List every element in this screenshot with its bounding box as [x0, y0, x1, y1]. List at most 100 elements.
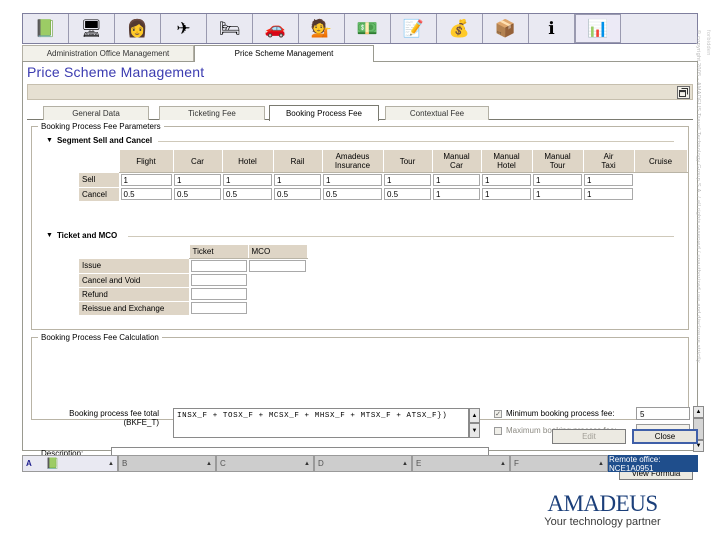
segment-fee-input[interactable]: 1 [533, 188, 582, 200]
page-title: Price Scheme Management [27, 64, 205, 80]
formula-scroll-down-button[interactable]: ▼ [469, 423, 480, 438]
segment-fee-input[interactable]: 0.5 [384, 188, 431, 200]
ticket-fee-input[interactable] [190, 288, 247, 300]
status-bar-expand-icon[interactable]: ▲ [304, 460, 310, 467]
toolbar-button-hotel-bed[interactable]: 🛏 [207, 14, 253, 43]
segment-fee-input[interactable]: 1 [120, 174, 172, 186]
ticket-cell [189, 301, 248, 315]
status-bar-expand-icon[interactable]: ▲ [402, 460, 408, 467]
segment-fee-input[interactable]: 0.5 [223, 188, 272, 200]
ticket-row-header: Reissue and Exchange [78, 300, 190, 316]
segment-fee-input[interactable]: 1 [533, 174, 582, 186]
table-row: Issue [78, 258, 307, 274]
toolbar-button-airplane[interactable]: ✈ [161, 14, 207, 43]
status-bar-cell-e[interactable]: E ▲ [412, 455, 510, 472]
status-bar-expand-icon[interactable]: ▲ [108, 460, 114, 467]
segment-col-header: Tour [382, 149, 433, 173]
fee-panel-scroll-up-button[interactable]: ▲ [693, 406, 704, 418]
ticket-cell [189, 273, 248, 287]
parameters-group-title: Booking Process Fee Parameters [38, 122, 164, 131]
segment-fee-input[interactable]: 1 [584, 188, 633, 200]
segment-cell: 1 [481, 187, 532, 201]
ticket-mco-table: Ticket MCO Issue Cancel and Void Refund Reis… [78, 244, 308, 316]
collapse-triangle-icon[interactable]: ▼ [46, 232, 53, 239]
minimum-fee-row[interactable]: ✓ Minimum booking process fee: [494, 409, 615, 418]
toolbar-button-money-bag[interactable]: 💰 [437, 14, 483, 43]
ticket-fee-input[interactable] [190, 274, 247, 286]
segment-sell-and-cancel-header[interactable]: ▼ Segment Sell and Cancel [46, 136, 152, 145]
tab-ticketing-fee[interactable]: Ticketing Fee [159, 106, 265, 120]
ticket-fee-input[interactable] [190, 260, 247, 272]
ticket-fee-input[interactable] [190, 302, 247, 314]
segment-fee-input[interactable]: 0.5 [323, 188, 382, 200]
segment-cell: 0.5 [273, 187, 322, 201]
segment-cell: 0.5 [222, 187, 273, 201]
table-row: Reissue and Exchange [78, 300, 307, 316]
toolbar-button-info[interactable]: ℹ [529, 14, 575, 43]
monitor-icon: 🖥 [80, 19, 103, 38]
toolbar-button-car[interactable]: 🚗 [253, 14, 299, 43]
segment-fee-input[interactable]: 1 [433, 188, 480, 200]
toolbar-button-monitor[interactable]: 🖥 [69, 14, 115, 43]
segment-fee-input[interactable]: 0.5 [274, 188, 321, 200]
segment-fee-input[interactable]: 1 [223, 174, 272, 186]
status-bar-cell-f[interactable]: F ▲ [510, 455, 608, 472]
tab-general-data[interactable]: General Data [43, 106, 149, 120]
toolbar-button-person[interactable]: 👩 [115, 14, 161, 43]
status-bar-expand-icon[interactable]: ▲ [206, 460, 212, 467]
main-panel: Price Scheme Management General Data Tic… [22, 61, 704, 480]
tab-contextual-fee[interactable]: Contextual Fee [385, 106, 489, 120]
segment-row-header: Sell [78, 172, 120, 188]
tab-price-scheme-management[interactable]: Price Scheme Management [194, 45, 374, 62]
segment-col-header: Manual Tour [531, 149, 584, 173]
minimum-fee-input[interactable]: 5 [636, 407, 690, 420]
restore-window-icon[interactable] [677, 86, 690, 99]
ticket-row-header: Cancel and Void [78, 272, 190, 288]
status-bar-cell-b[interactable]: B ▲ [118, 455, 216, 472]
segment-fee-input[interactable]: 1 [584, 174, 633, 186]
toolbar-button-money-notes[interactable]: 💵 [345, 14, 391, 43]
toolbar-button-book[interactable]: 📗 [23, 14, 69, 43]
segment-fee-input[interactable]: 1 [433, 174, 480, 186]
table-row: Cancel 0.5 0.5 0.5 0.5 0.5 0.5 1 1 1 1 [78, 186, 687, 202]
segment-fee-input[interactable]: 1 [482, 188, 531, 200]
formula-scroll-up-button[interactable]: ▲ [469, 408, 480, 423]
status-bar-cell-d[interactable]: D ▲ [314, 455, 412, 472]
status-bar-cell-c[interactable]: C ▲ [216, 455, 314, 472]
edit-button[interactable]: Edit [552, 429, 626, 444]
ticket-cell-empty [248, 273, 307, 287]
minimum-fee-checkbox[interactable]: ✓ [494, 409, 502, 418]
status-bar-expand-icon[interactable]: ▲ [500, 460, 506, 467]
person-icon: 👩 [126, 19, 149, 38]
maximum-fee-checkbox[interactable] [494, 426, 502, 435]
formula-textarea[interactable]: INSX_F + TOSX_F + MCSX_F + MHSX_F + MTSX… [173, 408, 469, 438]
close-button[interactable]: Close [632, 429, 698, 444]
segment-col-header: Flight [118, 149, 174, 173]
collapse-triangle-icon[interactable]: ▼ [46, 137, 53, 144]
tab-booking-process-fee[interactable]: Booking Process Fee [269, 105, 379, 121]
segment-fee-input[interactable]: 0.5 [120, 188, 172, 200]
segment-fee-input[interactable]: 1 [482, 174, 531, 186]
segment-fee-input[interactable]: 0.5 [174, 188, 221, 200]
segment-col-header: Manual Hotel [480, 149, 533, 173]
ticket-fee-input[interactable] [249, 260, 306, 272]
segment-cell: 1 [222, 172, 273, 187]
segment-col-header: Car [172, 149, 223, 173]
toolbar-button-archive-box[interactable]: 📦 [483, 14, 529, 43]
segment-fee-input[interactable]: 1 [384, 174, 431, 186]
toolbar-button-chart-tools[interactable]: 📊 [575, 14, 621, 43]
segment-fee-input[interactable]: 1 [174, 174, 221, 186]
toolbar-button-bellboy[interactable]: 💁 [299, 14, 345, 43]
segment-fee-input[interactable]: 1 [274, 174, 321, 186]
toolbar-button-ticket-pen[interactable]: 📝 [391, 14, 437, 43]
segment-fee-input[interactable]: 1 [323, 174, 382, 186]
segment-cell: 1 [481, 172, 532, 187]
status-bar-cell-a[interactable]: A 📗 ▲ [22, 455, 118, 472]
segment-cell: 0.5 [322, 187, 383, 201]
fee-panel-scroll-down-button[interactable]: ▼ [693, 440, 704, 452]
ticket-cell [248, 258, 307, 273]
status-bar-expand-icon[interactable]: ▲ [598, 460, 604, 467]
ticket-pen-icon: 📝 [402, 19, 425, 38]
tab-administration-office-management[interactable]: Administration Office Management [22, 45, 194, 61]
ticket-and-mco-header[interactable]: ▼ Ticket and MCO [46, 231, 117, 240]
